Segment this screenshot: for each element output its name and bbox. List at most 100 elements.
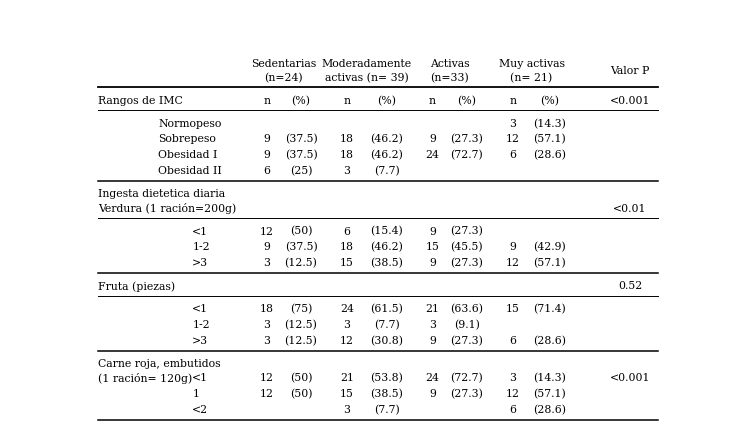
Text: 21: 21 <box>339 373 354 383</box>
Text: (7.7): (7.7) <box>374 320 400 330</box>
Text: (37.5): (37.5) <box>285 242 317 252</box>
Text: (%): (%) <box>377 96 396 106</box>
Text: (7.7): (7.7) <box>374 166 400 176</box>
Text: 15: 15 <box>339 389 354 399</box>
Text: Muy activas: Muy activas <box>498 59 565 69</box>
Text: (12.5): (12.5) <box>285 258 317 269</box>
Text: (61.5): (61.5) <box>370 304 403 314</box>
Text: (n= 21): (n= 21) <box>511 73 553 84</box>
Text: 3: 3 <box>429 320 436 330</box>
Text: (72.7): (72.7) <box>450 373 483 383</box>
Text: 18: 18 <box>339 134 354 145</box>
Text: Verdura (1 ración=200g): Verdura (1 ración=200g) <box>98 203 236 214</box>
Text: 9: 9 <box>429 336 436 346</box>
Text: n: n <box>343 96 351 105</box>
Text: (37.5): (37.5) <box>285 150 317 161</box>
Text: 9: 9 <box>429 389 436 399</box>
Text: (9.1): (9.1) <box>454 320 480 330</box>
Text: 6: 6 <box>263 166 270 176</box>
Text: 12: 12 <box>260 373 274 383</box>
Text: (27.3): (27.3) <box>450 134 483 145</box>
Text: 12: 12 <box>339 336 354 346</box>
Text: 6: 6 <box>509 336 516 346</box>
Text: 9: 9 <box>263 134 270 145</box>
Text: (28.6): (28.6) <box>534 150 566 161</box>
Text: 3: 3 <box>263 320 270 330</box>
Text: (50): (50) <box>290 389 312 399</box>
Text: 9: 9 <box>429 227 436 237</box>
Text: 6: 6 <box>509 150 516 160</box>
Text: (27.3): (27.3) <box>450 389 483 399</box>
Text: 18: 18 <box>260 304 274 314</box>
Text: (57.1): (57.1) <box>534 258 566 269</box>
Text: Activas: Activas <box>430 59 469 69</box>
Text: 15: 15 <box>506 304 520 314</box>
Text: n: n <box>509 96 516 105</box>
Text: 1-2: 1-2 <box>193 320 210 330</box>
Text: Ingesta dietetica diaria: Ingesta dietetica diaria <box>98 189 225 199</box>
Text: (7.7): (7.7) <box>374 405 400 415</box>
Text: (72.7): (72.7) <box>450 150 483 161</box>
Text: 9: 9 <box>263 242 270 252</box>
Text: (50): (50) <box>290 373 312 383</box>
Text: 24: 24 <box>426 150 440 160</box>
Text: 6: 6 <box>509 405 516 415</box>
Text: (63.6): (63.6) <box>450 304 483 314</box>
Text: 15: 15 <box>339 258 354 268</box>
Text: 3: 3 <box>263 336 270 346</box>
Text: 3: 3 <box>343 405 351 415</box>
Text: 9: 9 <box>429 258 436 268</box>
Text: <1: <1 <box>193 227 208 237</box>
Text: 3: 3 <box>343 166 351 176</box>
Text: <1: <1 <box>193 373 208 383</box>
Text: (%): (%) <box>458 96 476 106</box>
Text: 12: 12 <box>260 227 274 237</box>
Text: 3: 3 <box>509 373 516 383</box>
Text: Carne roja, embutidos: Carne roja, embutidos <box>98 359 221 369</box>
Text: (28.6): (28.6) <box>534 336 566 346</box>
Text: Sobrepeso: Sobrepeso <box>158 134 216 145</box>
Text: (75): (75) <box>290 304 312 314</box>
Text: (12.5): (12.5) <box>285 336 317 346</box>
Text: (27.3): (27.3) <box>450 227 483 237</box>
Text: >3: >3 <box>193 336 208 346</box>
Text: (1 ración= 120g): (1 ración= 120g) <box>98 373 192 384</box>
Text: 15: 15 <box>426 242 440 252</box>
Text: 18: 18 <box>339 242 354 252</box>
Text: 12: 12 <box>506 389 520 399</box>
Text: (%): (%) <box>292 96 311 106</box>
Text: <0.001: <0.001 <box>610 96 650 105</box>
Text: (53.8): (53.8) <box>370 373 403 383</box>
Text: (25): (25) <box>290 166 312 176</box>
Text: 21: 21 <box>426 304 440 314</box>
Text: (%): (%) <box>540 96 559 106</box>
Text: n: n <box>429 96 436 105</box>
Text: (28.6): (28.6) <box>534 405 566 415</box>
Text: (14.3): (14.3) <box>534 373 566 383</box>
Text: 12: 12 <box>506 134 520 145</box>
Text: (57.1): (57.1) <box>534 389 566 399</box>
Text: <0.01: <0.01 <box>613 204 646 213</box>
Text: Normopeso: Normopeso <box>158 119 221 129</box>
Text: Sedentarias: Sedentarias <box>251 59 317 69</box>
Text: 3: 3 <box>263 258 270 268</box>
Text: (50): (50) <box>290 227 312 237</box>
Text: Rangos de IMC: Rangos de IMC <box>98 96 183 105</box>
Text: 9: 9 <box>509 242 516 252</box>
Text: (27.3): (27.3) <box>450 336 483 346</box>
Text: (46.2): (46.2) <box>370 134 403 145</box>
Text: Obesidad I: Obesidad I <box>158 150 218 160</box>
Text: (n=24): (n=24) <box>264 73 303 84</box>
Text: 6: 6 <box>343 227 351 237</box>
Text: (30.8): (30.8) <box>370 336 403 346</box>
Text: <0.001: <0.001 <box>610 373 650 383</box>
Text: Fruta (piezas): Fruta (piezas) <box>98 281 175 292</box>
Text: 3: 3 <box>509 119 516 129</box>
Text: 9: 9 <box>429 134 436 145</box>
Text: Obesidad II: Obesidad II <box>158 166 222 176</box>
Text: 24: 24 <box>426 373 440 383</box>
Text: >3: >3 <box>193 258 208 268</box>
Text: 1: 1 <box>193 389 199 399</box>
Text: (38.5): (38.5) <box>370 258 403 269</box>
Text: (38.5): (38.5) <box>370 389 403 399</box>
